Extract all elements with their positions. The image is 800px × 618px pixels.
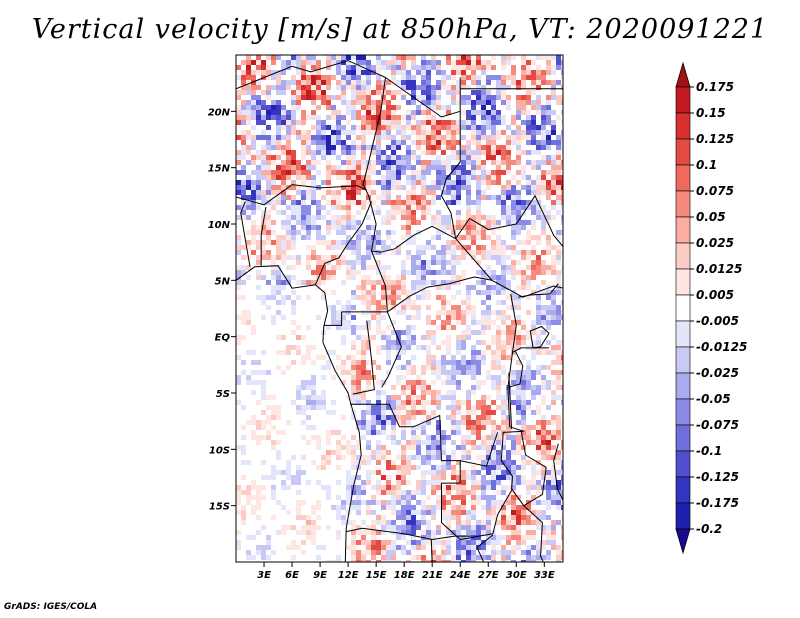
border-line	[430, 539, 433, 562]
border-line	[314, 201, 372, 286]
y-tick-label: 15S	[209, 502, 230, 513]
border-line	[529, 325, 550, 349]
border-line	[236, 265, 362, 562]
border-line	[553, 443, 563, 501]
x-tick-label: 9E	[313, 570, 327, 581]
border-line	[508, 372, 513, 430]
colorbar-label: -0.175	[696, 496, 739, 510]
vertical-velocity-field	[236, 55, 563, 562]
country-borders	[236, 60, 563, 562]
colorbar-box	[675, 320, 691, 348]
colorbar-label: 0.125	[696, 132, 734, 146]
colorbar-label: 0.025	[696, 236, 734, 250]
y-tick-label: EQ	[215, 333, 231, 344]
x-tick-label: 21E	[422, 570, 443, 581]
colorbar-label: 0.175	[696, 80, 734, 94]
colorbar-box	[675, 294, 691, 322]
chart-title: Vertical velocity [m/s] at 850hPa, VT: 2…	[31, 14, 769, 45]
colorbar-box	[675, 502, 691, 530]
x-tick-label: 30E	[506, 570, 527, 581]
border-line	[236, 60, 461, 118]
colorbar-label: 0.15	[696, 106, 726, 120]
colorbar-box	[675, 372, 691, 400]
colorbar-box	[675, 138, 691, 166]
colorbar-box	[675, 346, 691, 374]
border-line	[460, 432, 499, 467]
colorbar-box	[675, 164, 691, 192]
y-tick-label: 20N	[208, 107, 231, 118]
border-line	[323, 311, 343, 326]
x-tick-label: 6E	[285, 570, 299, 581]
colorbar-label: -0.025	[696, 366, 739, 380]
border-line	[362, 77, 386, 197]
colorbar-box	[675, 112, 691, 140]
colorbar-label: 0.1	[696, 158, 717, 172]
border-line	[455, 194, 563, 247]
colorbar-box	[675, 450, 691, 478]
colorbar-label: 0.0125	[696, 262, 742, 276]
border-line	[518, 283, 559, 298]
border-line	[476, 534, 494, 562]
x-tick-label: 3E	[257, 570, 271, 581]
colorbar: 0.175 0.15 0.125 0.1 0.075 0.05 0.025 0.0125 0.0…	[675, 61, 747, 555]
x-tick-label: 33E	[534, 570, 555, 581]
border-line	[260, 207, 267, 266]
colorbar-box	[675, 398, 691, 426]
x-axis: 3E 6E 9E 12E 15E 18E 21E 24E 27E 30E 33E	[257, 562, 555, 581]
colorbar-arrow-top	[675, 61, 691, 88]
colorbar-box	[675, 424, 691, 452]
x-tick-label: 24E	[450, 570, 471, 581]
border-line	[381, 311, 402, 388]
y-tick-label: 5N	[215, 276, 231, 287]
border-line	[352, 320, 375, 395]
colorbar-label: 0.005	[696, 288, 734, 302]
colorbar-label: -0.075	[696, 418, 739, 432]
border-line	[350, 403, 475, 541]
border-line	[472, 488, 513, 538]
border-line	[371, 250, 493, 313]
y-axis: 20N 15N 10N 5N EQ 5S 10S 15S	[208, 107, 236, 513]
colorbar-box	[675, 476, 691, 504]
colorbar-box	[675, 242, 691, 270]
colorbar-box	[675, 268, 691, 296]
colorbar-box	[675, 216, 691, 244]
colorbar-label: 0.05	[696, 210, 726, 224]
border-line	[346, 527, 472, 541]
x-tick-label: 15E	[366, 570, 387, 581]
plot-frame	[235, 54, 564, 563]
border-line	[512, 347, 549, 353]
x-tick-label: 27E	[478, 570, 499, 581]
border-line	[445, 161, 461, 180]
colorbar-box	[675, 86, 691, 114]
x-tick-label: 12E	[338, 570, 359, 581]
colorbar-label: -0.005	[696, 314, 739, 328]
colorbar-label: -0.05	[696, 392, 731, 406]
colorbar-label: 0.075	[696, 184, 734, 198]
colorbar-label: -0.125	[696, 470, 739, 484]
colorbar-label: -0.2	[696, 522, 722, 536]
border-line	[440, 111, 461, 239]
grads-credit: GrADS: IGES/COLA	[4, 602, 98, 612]
border-line	[507, 351, 524, 388]
colorbar-label: -0.0125	[696, 340, 747, 354]
border-line	[236, 184, 368, 206]
border-line	[523, 505, 544, 562]
colorbar-label: -0.1	[696, 444, 722, 458]
border-line	[240, 201, 251, 267]
y-tick-label: 15N	[208, 164, 231, 175]
y-tick-label: 10S	[209, 445, 230, 456]
x-tick-label: 18E	[394, 570, 415, 581]
border-line	[520, 430, 547, 468]
colorbar-arrow-bottom	[675, 528, 691, 555]
y-tick-label: 5S	[216, 389, 230, 400]
y-tick-label: 10N	[208, 220, 231, 231]
colorbar-box	[675, 190, 691, 218]
